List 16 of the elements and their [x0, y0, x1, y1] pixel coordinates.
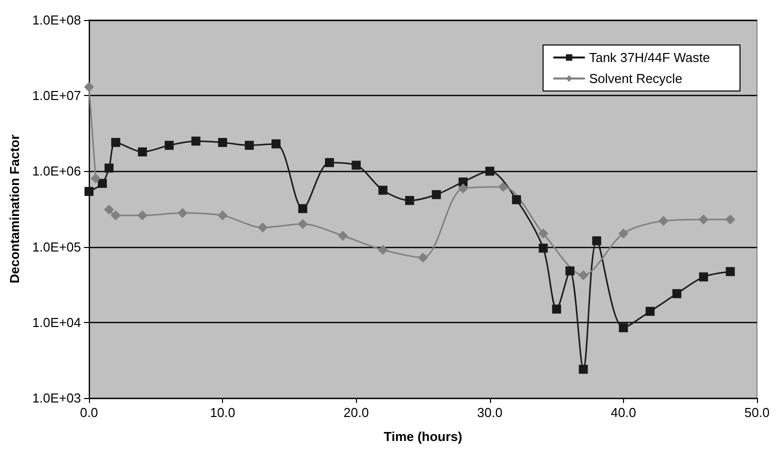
- y-tick-label: 1.0E+04: [32, 314, 81, 330]
- y-axis-title: Decontamination Factor: [7, 134, 22, 284]
- x-tick-label: 50.0: [744, 405, 770, 420]
- x-tick-label: 10.0: [210, 405, 236, 420]
- y-tick-label: 1.0E+05: [32, 239, 81, 254]
- x-axis-title: Time (hours): [384, 429, 462, 444]
- legend-label: Solvent Recycle: [589, 71, 682, 86]
- y-tick-label: 1.0E+03: [32, 390, 81, 406]
- y-tick-label: 1.0E+08: [32, 12, 81, 28]
- x-tick-label: 20.0: [344, 405, 369, 420]
- x-tick-label: 40.0: [610, 405, 636, 420]
- x-tick-label: 0.0: [80, 405, 98, 420]
- y-tick-label: 1.0E+06: [32, 164, 81, 179]
- x-tick-label: 30.0: [477, 405, 502, 420]
- legend-label: Tank 37H/44F Waste: [589, 50, 710, 65]
- y-tick-label: 1.0E+07: [32, 88, 81, 104]
